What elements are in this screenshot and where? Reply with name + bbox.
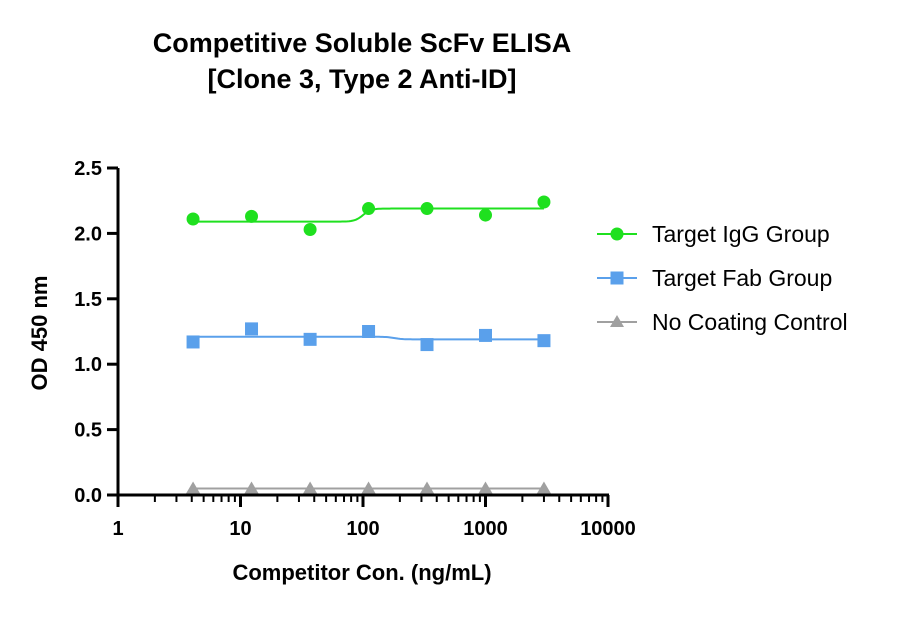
data-point-series-2 [420, 338, 434, 352]
chart-title-line-1: Competitive Soluble ScFv ELISA [153, 28, 572, 58]
y-axis-title: OD 450 nm [27, 276, 52, 391]
legend-label-3: No Coating Control [652, 309, 848, 335]
x-axis-title: Competitor Con. (ng/mL) [232, 560, 491, 585]
y-tick-label: 1.0 [74, 354, 102, 376]
x-tick-label: 1 [112, 518, 123, 540]
data-point-series-1 [537, 195, 551, 209]
data-point-series-2 [186, 335, 200, 349]
data-point-series-1 [479, 208, 492, 222]
data-point-series-1 [186, 212, 200, 226]
y-tick-label: 0.5 [74, 420, 102, 442]
data-point-series-3 [244, 481, 259, 494]
data-point-series-3 [303, 481, 318, 494]
legend-marker-3 [610, 315, 624, 327]
data-point-series-2 [303, 332, 317, 346]
plot-area: 0.0 0.5 1.0 1.5 2.0 2.5 1 10 100 1000 10000 [74, 158, 636, 540]
x-tick-label: 10 [229, 518, 251, 540]
x-tick-label: 10000 [580, 518, 636, 540]
data-point-series-1 [303, 222, 317, 236]
legend-marker-2 [610, 271, 624, 285]
data-point-series-3 [419, 481, 434, 494]
y-tick-label: 1.5 [74, 289, 102, 311]
y-tick-label: 2.0 [74, 223, 102, 245]
x-tick-label: 1000 [463, 518, 508, 540]
legend-label-2: Target Fab Group [652, 265, 832, 291]
data-point-series-2 [245, 322, 259, 336]
data-point-series-2 [479, 328, 492, 342]
data-point-series-3 [186, 481, 201, 494]
data-point-series-2 [537, 334, 551, 348]
data-point-series-3 [536, 481, 551, 494]
data-point-series-1 [245, 209, 259, 223]
data-point-series-2 [362, 325, 376, 338]
y-tick-label: 2.5 [74, 158, 102, 180]
data-point-series-1 [362, 202, 376, 216]
data-point-series-3 [478, 481, 493, 494]
legend-marker-1 [610, 227, 624, 241]
data-point-series-3 [361, 481, 376, 494]
x-tick-label: 100 [346, 518, 379, 540]
legend-label-1: Target IgG Group [652, 221, 830, 247]
chart-title-line-2: [Clone 3, Type 2 Anti-ID] [207, 64, 516, 94]
legend: Target IgG Group Target Fab Group No Coati… [597, 221, 848, 335]
y-tick-label: 0.0 [74, 485, 102, 507]
data-point-series-1 [420, 202, 434, 216]
